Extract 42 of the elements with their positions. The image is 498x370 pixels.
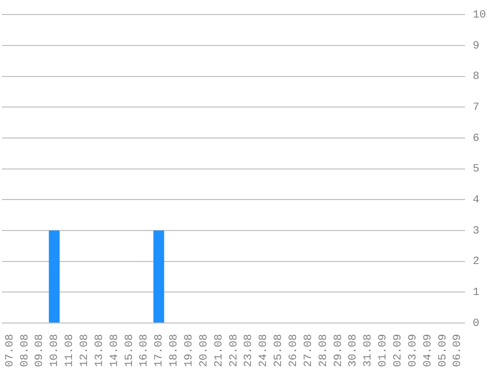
x-tick-label: 20.08 xyxy=(198,334,210,368)
x-tick-label: 15.08 xyxy=(124,334,136,368)
y-tick-label: 8 xyxy=(472,71,480,84)
x-tick-label: 28.08 xyxy=(318,334,330,368)
x-tick-label: 03.09 xyxy=(407,334,420,368)
x-tick-label: 12.08 xyxy=(79,334,92,368)
x-tick-label: 21.08 xyxy=(213,334,226,368)
x-tick-label: 29.08 xyxy=(332,334,345,368)
x-tick-label: 18.08 xyxy=(168,334,181,368)
x-tick-label: 11.08 xyxy=(64,334,76,368)
y-tick-label: 4 xyxy=(472,194,480,207)
x-tick-label: 09.08 xyxy=(34,334,46,368)
x-tick-label: 13.08 xyxy=(94,334,106,368)
x-tick-label: 07.08 xyxy=(4,334,16,368)
y-tick-label: 5 xyxy=(472,164,480,176)
x-tick-label: 19.08 xyxy=(184,334,196,368)
x-tick-label: 17.08 xyxy=(154,334,166,368)
x-tick-label: 16.08 xyxy=(138,334,151,368)
x-tick-label: 05.09 xyxy=(437,334,450,368)
y-tick-label: 7 xyxy=(472,102,480,114)
y-tick-label: 10 xyxy=(472,10,486,22)
x-tick-label: 24.08 xyxy=(258,334,270,368)
x-tick-label: 25.08 xyxy=(273,334,286,368)
x-tick-label: 27.08 xyxy=(302,334,315,368)
x-tick-label: 02.09 xyxy=(392,334,405,368)
x-tick-label: 08.08 xyxy=(19,334,32,368)
x-tick-label: 26.08 xyxy=(288,334,300,368)
x-tick-label: 14.08 xyxy=(108,334,121,368)
y-tick-label: 1 xyxy=(472,287,480,300)
x-tick-label: 06.09 xyxy=(452,334,464,368)
x-tick-label: 31.08 xyxy=(362,334,375,368)
y-tick-label: 6 xyxy=(472,132,480,145)
x-tick-label: 04.09 xyxy=(422,334,434,368)
x-tick-label: 01.09 xyxy=(378,334,390,368)
y-tick-label: 9 xyxy=(472,40,480,52)
x-tick-label: 22.08 xyxy=(228,334,240,368)
y-tick-label: 0 xyxy=(472,318,480,330)
y-tick-label: 2 xyxy=(472,256,480,268)
x-tick-label: 10.08 xyxy=(49,334,62,368)
y-tick-label: 3 xyxy=(472,225,480,238)
x-tick-label: 23.08 xyxy=(243,334,256,368)
x-tick-label: 30.08 xyxy=(348,334,360,368)
